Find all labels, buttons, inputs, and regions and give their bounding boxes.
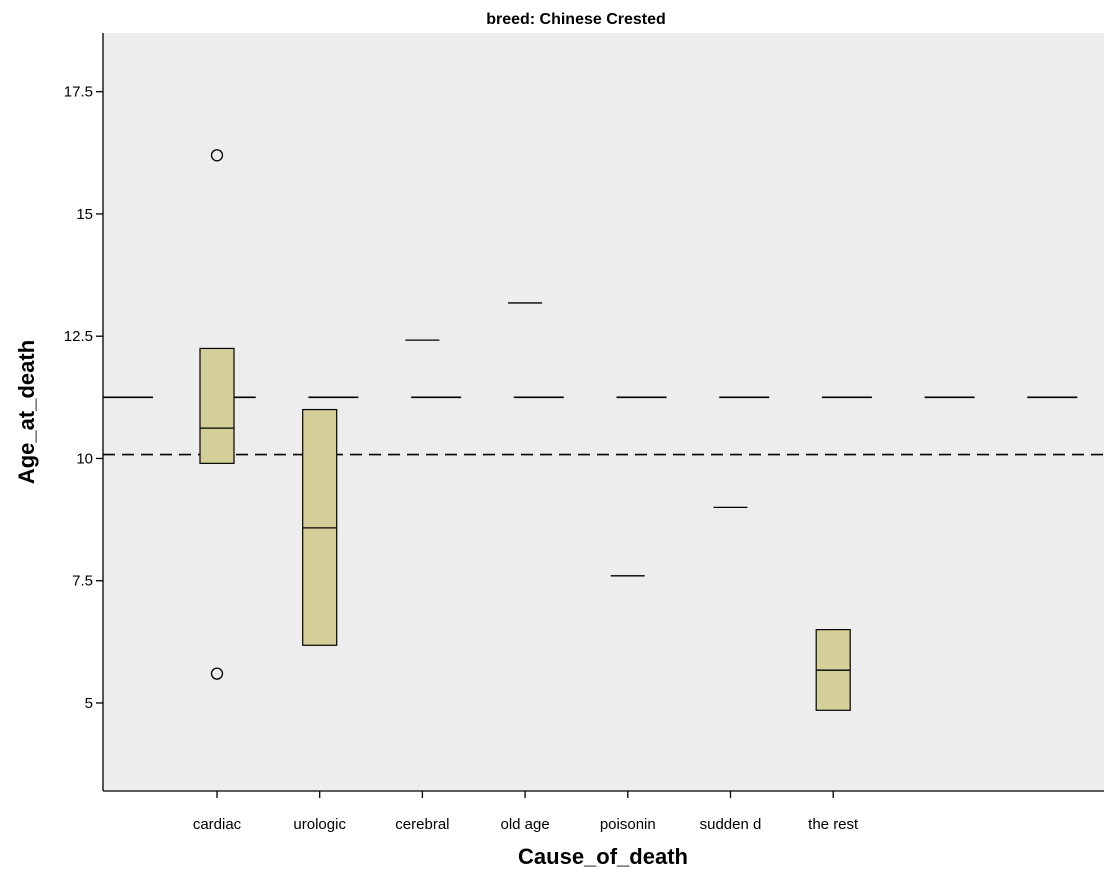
y-tick-label: 15: [76, 206, 93, 223]
x-axis: cardiac urologic cerebral old age poisonin su…: [103, 790, 1104, 833]
x-tick-label: old age: [500, 816, 549, 833]
y-tick-label: 17.5: [64, 84, 93, 101]
plot-area: [103, 33, 1104, 791]
y-tick-label: 10: [76, 450, 93, 467]
boxplot-the-rest: [815, 629, 851, 711]
x-tick-label: the rest: [808, 816, 859, 833]
x-axis-label: Cause_of_death: [518, 844, 688, 869]
boxplots: [199, 149, 851, 711]
x-tick-label: poisonin: [600, 816, 656, 833]
y-axis-label: Age_at_death: [14, 340, 39, 484]
x-tick-label: cerebral: [395, 816, 449, 833]
y-tick-label: 12.5: [64, 328, 93, 345]
x-tick-label: cardiac: [193, 816, 242, 833]
x-tick-label: urologic: [293, 816, 346, 833]
box-body: [199, 347, 235, 464]
x-tick-label: sudden d: [700, 816, 762, 833]
y-axis: 5 7.5 10 12.5 15 17.5: [64, 33, 104, 791]
outlier-point: [210, 149, 224, 162]
boxplot-cardiac: [199, 149, 235, 680]
boxplot-urologic: [302, 408, 338, 646]
chart-title: breed: Chinese Crested: [486, 11, 666, 28]
y-tick-label: 5: [85, 695, 93, 712]
outlier-point: [210, 667, 224, 680]
y-tick-label: 7.5: [72, 573, 93, 590]
reference-lines: [103, 396, 1104, 456]
